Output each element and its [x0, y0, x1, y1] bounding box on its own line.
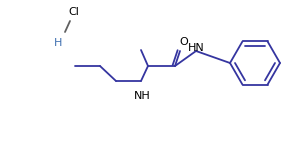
Text: H: H [54, 38, 62, 48]
Text: NH: NH [134, 91, 150, 101]
Text: Cl: Cl [68, 7, 79, 17]
Text: O: O [180, 37, 188, 47]
Text: HN: HN [188, 43, 204, 53]
